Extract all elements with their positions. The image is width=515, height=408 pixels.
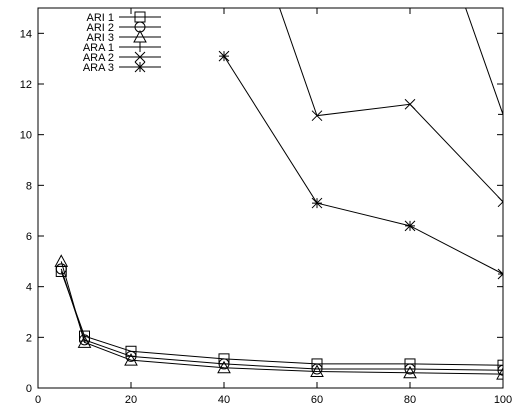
x-tick-label: 0 xyxy=(35,394,41,406)
marker-cross xyxy=(134,51,146,63)
y-tick-label: 0 xyxy=(26,383,32,395)
series-ari-3 xyxy=(54,254,503,380)
series-ari-2 xyxy=(55,263,503,376)
marker-circle xyxy=(218,358,230,370)
marker-circle xyxy=(404,363,416,375)
marker-triangle xyxy=(54,254,69,267)
x-tick-label: 80 xyxy=(404,394,416,406)
x-axis: 0 20 40 60 80 100 xyxy=(35,8,512,406)
marker-cross xyxy=(404,98,416,110)
x-tick-label: 60 xyxy=(311,394,323,406)
x-tick-label: 40 xyxy=(218,394,230,406)
plot-frame xyxy=(37,7,504,389)
legend-label: ARA 2 xyxy=(83,52,114,64)
series-line xyxy=(60,261,503,375)
marker-triangle xyxy=(217,360,231,374)
y-tick-label: 10 xyxy=(20,130,32,142)
marker-triangle xyxy=(403,365,417,379)
marker-square xyxy=(497,359,503,371)
legend-label: ARI 1 xyxy=(86,12,114,24)
y-tick-label: 14 xyxy=(20,28,32,40)
x-tick-label: 20 xyxy=(125,394,137,406)
marker-circle xyxy=(55,263,67,275)
legend-label: ARI 2 xyxy=(86,22,114,34)
marker-circle xyxy=(79,334,90,346)
marker-star xyxy=(134,61,146,73)
y-tick-label: 12 xyxy=(20,79,32,91)
marker-plus xyxy=(498,109,503,120)
marker-star xyxy=(497,268,503,280)
series-line xyxy=(223,55,503,275)
series-line xyxy=(465,8,503,115)
series-line xyxy=(60,271,503,366)
marker-triangle xyxy=(77,335,92,348)
marker-cross xyxy=(497,196,503,208)
series-layer xyxy=(54,8,503,380)
marker-star xyxy=(218,50,230,62)
marker-star xyxy=(311,197,323,209)
series-ara-1 xyxy=(465,8,503,120)
y-tick-label: 8 xyxy=(26,180,32,192)
legend-label: ARI 3 xyxy=(86,32,114,44)
legend-label: ARA 3 xyxy=(83,62,114,74)
marker-circle xyxy=(497,364,503,376)
marker-star xyxy=(404,220,416,232)
x-tick-label: 100 xyxy=(494,394,512,406)
series-line xyxy=(60,268,503,371)
y-tick-label: 2 xyxy=(26,332,32,344)
series-ara-3 xyxy=(218,50,503,280)
legend-label: ARA 1 xyxy=(83,42,114,54)
marker-triangle xyxy=(310,364,324,378)
series-ari-1 xyxy=(55,265,503,371)
y-tick-label: 6 xyxy=(26,231,32,243)
marker-circle xyxy=(125,350,137,362)
marker-plus xyxy=(135,42,145,52)
marker-triangle xyxy=(124,353,138,366)
marker-triangle xyxy=(496,367,503,380)
y-tick-label: 4 xyxy=(26,282,32,294)
marker-circle xyxy=(311,363,323,375)
series-ara-2 xyxy=(279,8,503,208)
y-axis: 0 2 4 6 8 10 12 14 xyxy=(20,28,503,395)
marker-cross xyxy=(311,110,323,122)
series-line xyxy=(279,8,503,203)
